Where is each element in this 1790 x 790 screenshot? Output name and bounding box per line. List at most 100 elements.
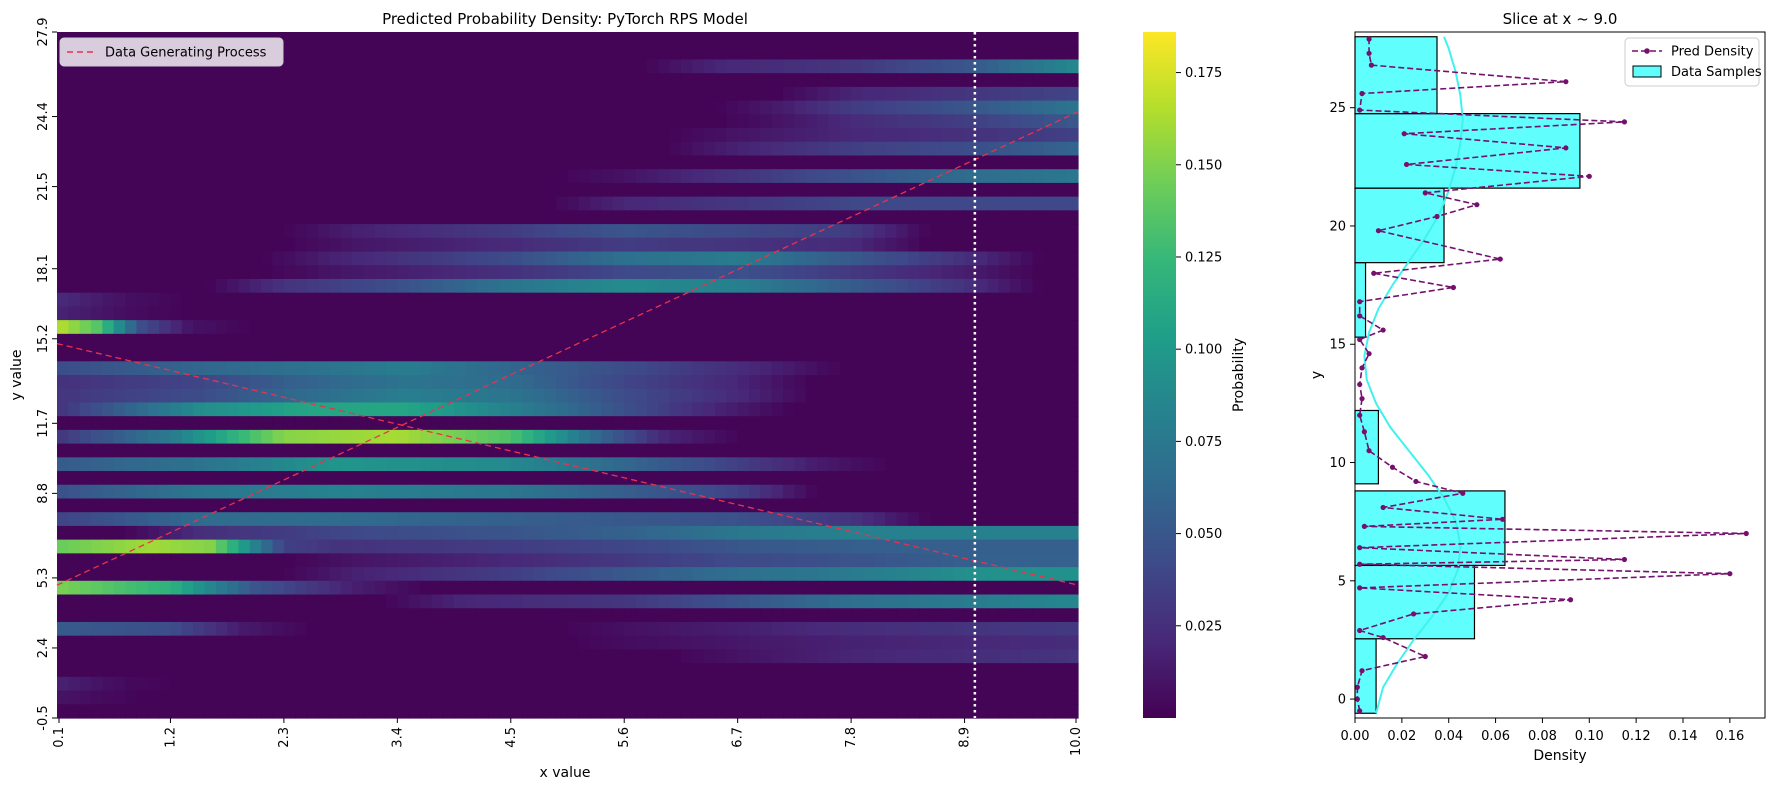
heatmap-cell xyxy=(476,402,489,417)
heatmap-cell xyxy=(975,676,988,692)
heatmap-cell xyxy=(896,608,909,623)
heatmap-cell xyxy=(941,59,954,74)
heatmap-cell xyxy=(1032,32,1045,47)
heatmap-cell xyxy=(397,45,410,61)
heatmap-cell xyxy=(714,525,727,541)
heatmap-cell xyxy=(125,525,138,541)
heatmap-cell xyxy=(193,567,206,582)
heatmap-cell xyxy=(703,567,716,582)
heatmap-cell xyxy=(79,608,92,623)
heatmap-cell xyxy=(204,512,217,527)
heatmap-cell xyxy=(1032,182,1045,198)
heatmap-cell xyxy=(635,676,648,692)
heatmap-cell xyxy=(510,567,523,582)
heatmap-cell xyxy=(635,86,648,102)
heatmap-cell xyxy=(125,100,138,115)
slice-y-tick-label: 15 xyxy=(1329,338,1346,353)
heatmap-cell xyxy=(193,375,206,390)
heatmap-cell xyxy=(930,471,943,486)
heatmap-cell xyxy=(567,278,580,294)
heatmap-cell xyxy=(363,196,376,211)
heatmap-cell xyxy=(340,155,353,170)
heatmap-cell xyxy=(170,237,183,253)
heatmap-cell xyxy=(522,525,535,541)
heatmap-cell xyxy=(431,196,444,211)
heatmap-cell xyxy=(488,512,501,527)
heatmap-cell xyxy=(839,457,852,472)
heatmap-cell xyxy=(181,525,194,541)
heatmap-cell xyxy=(692,402,705,417)
heatmap-cell xyxy=(329,196,342,211)
heatmap-cell xyxy=(488,608,501,623)
heatmap-cell xyxy=(1055,251,1068,266)
heatmap-cell xyxy=(726,567,739,582)
heatmap-cell xyxy=(749,608,761,623)
heatmap-cell xyxy=(930,292,943,307)
heatmap-cell xyxy=(851,320,864,335)
heatmap-cell xyxy=(306,347,319,362)
heatmap-cell xyxy=(726,333,739,349)
heatmap-cell xyxy=(136,237,149,253)
heatmap-cell xyxy=(726,210,739,225)
heatmap-cell xyxy=(975,224,988,239)
heatmap-cell xyxy=(420,525,432,541)
heatmap-cell xyxy=(692,32,705,47)
heatmap-cell xyxy=(125,471,138,486)
heatmap-cell xyxy=(624,512,637,527)
heatmap-cell xyxy=(408,155,421,170)
heatmap-cell xyxy=(113,457,126,472)
heatmap-cell xyxy=(749,580,761,596)
heatmap-cell xyxy=(975,128,988,143)
heatmap-cell xyxy=(783,512,795,527)
heatmap-cell xyxy=(680,155,693,170)
heatmap-cell xyxy=(57,237,69,253)
heatmap-cell xyxy=(567,402,580,417)
heatmap-cell xyxy=(1055,594,1068,609)
heatmap-cell xyxy=(873,663,886,678)
heatmap-cell xyxy=(885,347,898,362)
heatmap-cell xyxy=(215,512,228,527)
heatmap-cell xyxy=(306,320,319,335)
heatmap-cell xyxy=(941,155,954,170)
heatmap-cell xyxy=(193,86,206,102)
heatmap-cell xyxy=(533,224,546,239)
heatmap-cell xyxy=(726,498,739,513)
heatmap-cell xyxy=(975,649,988,664)
heatmap-cell xyxy=(578,265,591,280)
heatmap-y-label: y value xyxy=(9,350,25,401)
heatmap-cell xyxy=(57,361,69,376)
heatmap-cell xyxy=(907,663,920,678)
heatmap-cell xyxy=(170,210,183,225)
heatmap-cell xyxy=(828,457,841,472)
heatmap-cell xyxy=(975,306,988,321)
pred-density-point xyxy=(1450,284,1456,291)
heatmap-cell xyxy=(374,59,387,74)
heatmap-cell xyxy=(193,100,206,115)
heatmap-cell xyxy=(136,621,149,637)
heatmap-cell xyxy=(703,100,716,115)
heatmap-cell xyxy=(624,498,637,513)
heatmap-cell xyxy=(249,608,262,623)
heatmap-cell xyxy=(941,635,954,650)
heatmap-cell xyxy=(1055,608,1068,623)
heatmap-cell xyxy=(1043,45,1056,61)
heatmap-cell xyxy=(68,375,81,390)
heatmap-cell xyxy=(737,182,750,198)
heatmap-cell xyxy=(601,320,614,335)
heatmap-cell xyxy=(408,704,421,719)
heatmap-cell xyxy=(612,59,625,74)
heatmap-cell xyxy=(862,471,875,486)
heatmap-cell xyxy=(147,649,160,664)
heatmap-cell xyxy=(510,676,523,692)
pred-density-point xyxy=(1357,585,1363,591)
heatmap-cell xyxy=(646,553,659,568)
heatmap-cell xyxy=(873,86,886,102)
heatmap-cell xyxy=(817,320,830,335)
heatmap-cell xyxy=(714,128,727,143)
heatmap-cell xyxy=(817,635,830,650)
heatmap-cell xyxy=(374,210,387,225)
heatmap-cell xyxy=(749,471,761,486)
heatmap-cell xyxy=(975,320,988,335)
heatmap-cell xyxy=(567,45,580,61)
heatmap-cell xyxy=(510,484,523,500)
